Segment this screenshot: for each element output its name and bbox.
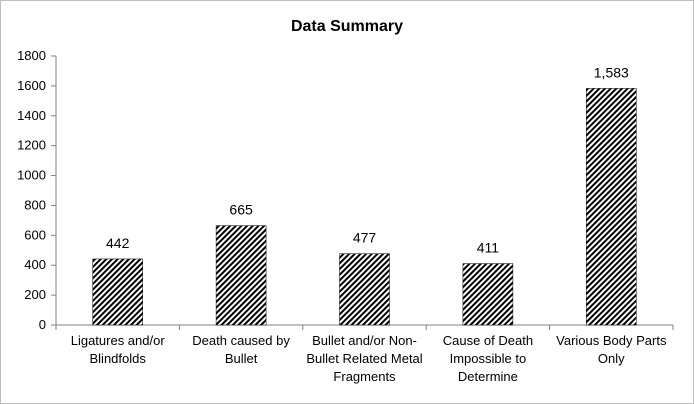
y-tick-label: 800 [24, 197, 46, 212]
bar [215, 225, 267, 326]
category-label: Ligatures and/or Blindfolds [71, 333, 166, 366]
y-tick-label: 1000 [17, 168, 46, 183]
category-label-line: Cause of Death [443, 333, 533, 348]
category-label-line: Fragments [333, 369, 396, 384]
y-tick-label: 200 [24, 287, 46, 302]
category-label: Cause of Death Impossible to Determine [443, 333, 533, 384]
data-label: 1,583 [594, 64, 629, 80]
y-tick-label: 600 [24, 227, 46, 242]
category-label-line: Only [598, 351, 625, 366]
y-tick-label: 400 [24, 257, 46, 272]
category-label-line: Determine [458, 369, 518, 384]
bar [462, 263, 514, 326]
data-label: 411 [477, 240, 500, 256]
y-tick-label: 1600 [17, 78, 46, 93]
y-tick-label: 0 [39, 317, 46, 332]
category-label: Death caused by Bullet [192, 333, 290, 366]
category-label-line: Death caused by [192, 333, 290, 348]
y-tick-label: 1200 [17, 138, 46, 153]
y-tick-label: 1800 [17, 48, 46, 63]
category-label-line: Impossible to [450, 351, 527, 366]
labels: 442 Ligatures and/or Blindfolds 665 Death ca… [71, 64, 667, 384]
data-label: 442 [106, 235, 130, 251]
category-label-line: Various Body Parts [556, 333, 667, 348]
category-label-line: Bullet [225, 351, 258, 366]
bars [92, 88, 637, 326]
bar [339, 253, 390, 326]
bar [586, 88, 637, 326]
category-label-line: Blindfolds [90, 351, 147, 366]
category-label-line: Ligatures and/or [71, 333, 166, 348]
bar [92, 258, 143, 326]
category-label-line: Bullet and/or Non- [312, 333, 417, 348]
data-label: 477 [353, 230, 377, 246]
category-label: Bullet and/or Non- Bullet Related Metal Fr… [306, 333, 422, 384]
category-label-line: Bullet Related Metal [306, 351, 422, 366]
axes: 0 200 400 600 800 1000 1200 1400 1600 1800 [17, 48, 674, 332]
data-label: 665 [229, 202, 253, 218]
category-label: Various Body Parts Only [556, 333, 667, 366]
chart-title: Data Summary [291, 18, 403, 35]
y-tick-label: 1400 [17, 108, 46, 123]
